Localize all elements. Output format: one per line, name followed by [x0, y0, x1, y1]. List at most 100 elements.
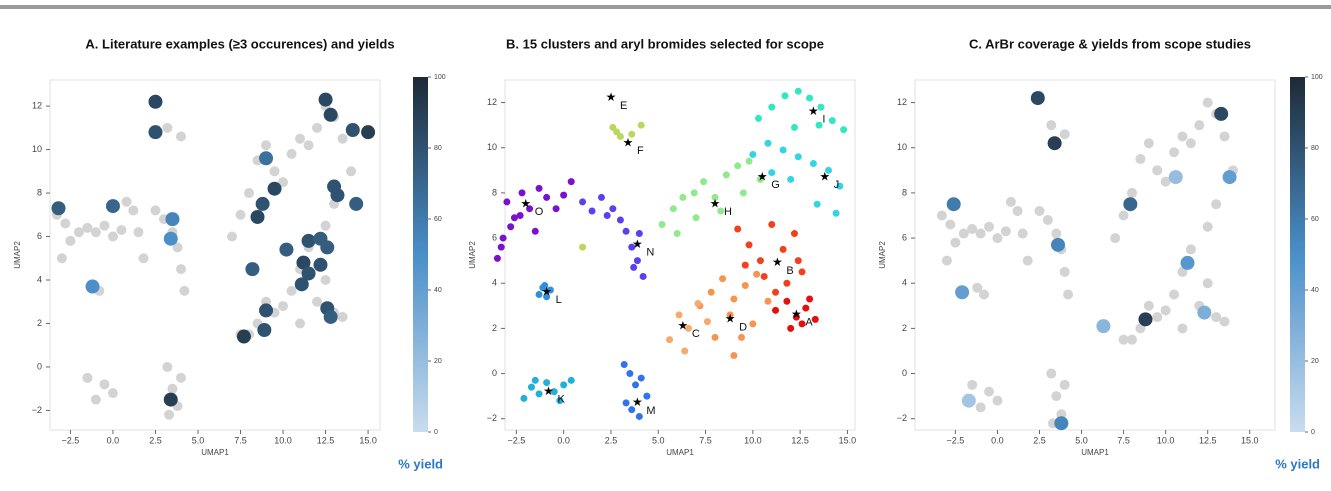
- point: [703, 318, 711, 326]
- point: [138, 253, 149, 264]
- point: [679, 193, 687, 201]
- star-label: K: [558, 394, 566, 406]
- yield-point: [51, 201, 66, 216]
- point: [320, 220, 331, 231]
- point: [669, 205, 677, 213]
- star-label: O: [535, 206, 544, 218]
- point: [817, 103, 825, 111]
- point: [1211, 199, 1222, 210]
- point: [745, 241, 753, 249]
- y-tick-label: 0: [492, 368, 497, 378]
- point: [73, 227, 84, 238]
- point: [65, 235, 76, 246]
- x-tick-label: −2.5: [946, 435, 964, 445]
- yield-point: [301, 233, 316, 248]
- point: [936, 210, 947, 221]
- y-tick-label: 10: [487, 142, 497, 152]
- point: [560, 381, 568, 389]
- point: [756, 175, 764, 183]
- star-label: E: [620, 100, 627, 112]
- point: [1127, 187, 1138, 198]
- yield-point: [259, 303, 274, 318]
- star-marker: ★: [632, 395, 643, 409]
- x-tick-label: 7.5: [699, 435, 712, 445]
- y-tick-label: 4: [37, 274, 42, 284]
- point: [745, 157, 753, 165]
- colorbar-label: % yield: [1275, 456, 1320, 471]
- point: [781, 92, 789, 100]
- point: [162, 122, 173, 133]
- point: [552, 205, 560, 213]
- star-marker: ★: [623, 135, 634, 149]
- point: [700, 178, 708, 186]
- point: [825, 166, 833, 174]
- point: [162, 361, 173, 372]
- yield-point: [961, 393, 976, 408]
- x-tick-label: 12.5: [791, 435, 809, 445]
- point: [286, 148, 297, 159]
- point: [798, 320, 806, 328]
- y-tick-label: 6: [492, 232, 497, 242]
- point: [792, 313, 800, 321]
- point: [1118, 334, 1129, 345]
- point: [711, 193, 719, 201]
- colorbar: [1290, 77, 1305, 432]
- point: [760, 272, 768, 280]
- yield-point: [1168, 170, 1183, 185]
- point: [711, 333, 719, 341]
- point: [82, 372, 93, 383]
- point: [840, 126, 848, 134]
- x-tick-label: 5.0: [192, 435, 205, 445]
- point: [303, 140, 314, 151]
- point: [543, 293, 551, 301]
- star-label: B: [786, 265, 793, 277]
- yield-point: [163, 392, 178, 407]
- point: [813, 200, 821, 208]
- y-axis-label: UMAP2: [468, 241, 477, 269]
- point: [1051, 391, 1062, 402]
- point: [730, 351, 738, 359]
- point: [984, 386, 995, 397]
- point: [707, 288, 715, 296]
- point: [1177, 266, 1188, 277]
- point: [99, 379, 110, 390]
- point: [975, 402, 986, 413]
- point: [787, 175, 795, 183]
- point: [603, 211, 611, 219]
- star-marker: ★: [725, 312, 736, 326]
- colorbar-tick-label: 0: [1311, 429, 1315, 436]
- point: [1000, 226, 1011, 237]
- point: [535, 390, 543, 398]
- colorbar-label: % yield: [398, 456, 443, 471]
- point: [546, 286, 554, 294]
- point: [346, 166, 357, 177]
- yield-point: [320, 240, 335, 255]
- star-marker: ★: [632, 237, 643, 251]
- chart-title: B. 15 clusters and aryl bromides selecte…: [506, 36, 824, 51]
- point: [690, 189, 698, 197]
- yield-point: [1096, 319, 1111, 334]
- x-tick-label: 0.0: [557, 435, 570, 445]
- y-tick-label: 0: [37, 361, 42, 371]
- point: [719, 275, 727, 283]
- x-tick-label: 2.5: [1033, 435, 1046, 445]
- point: [730, 295, 738, 303]
- point: [516, 211, 524, 219]
- star-label: C: [692, 328, 700, 340]
- y-tick-label: 10: [32, 144, 42, 154]
- point: [175, 372, 186, 383]
- point: [637, 121, 645, 129]
- point: [518, 189, 526, 197]
- point: [643, 392, 651, 400]
- point: [1160, 305, 1171, 316]
- star-marker: ★: [520, 196, 531, 210]
- point: [790, 230, 798, 238]
- point: [556, 397, 564, 405]
- top-rule: [0, 5, 1331, 9]
- point: [726, 311, 734, 319]
- point: [175, 264, 186, 275]
- star-marker: ★: [791, 307, 802, 321]
- point: [1059, 379, 1070, 390]
- point: [1042, 215, 1053, 225]
